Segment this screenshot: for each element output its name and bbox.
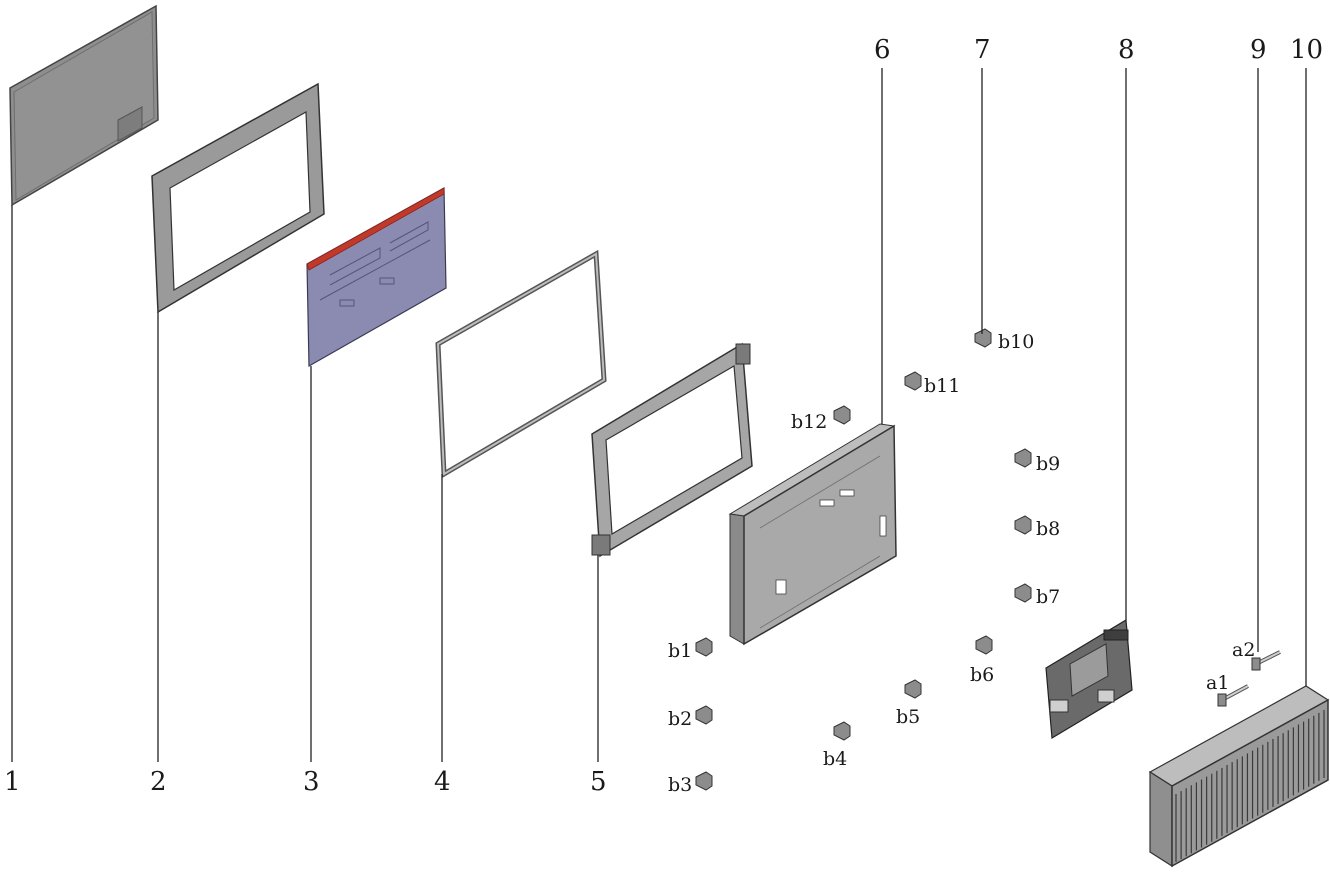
callout-8: 8 [1118,35,1135,65]
label-a1: a1 [1206,672,1229,694]
mainboard [1045,618,1133,740]
standoff-a2 [1251,650,1281,671]
label-b6: b6 [970,664,994,686]
clip-labels: b1 b2 b3 b4 b5 b6 b7 b8 b9 b10 b11 b12 a… [668,331,1255,796]
label-b2: b2 [668,708,692,730]
clip-b12 [833,405,851,425]
callout-9: 9 [1250,35,1267,65]
clip-b6 [975,635,993,655]
part-callouts: 1 2 3 4 5 6 7 8 9 10 [4,35,1323,797]
heatsink-enclosure [1148,685,1330,868]
label-b7: b7 [1036,586,1060,608]
clip-b7 [1014,583,1032,603]
callout-6: 6 [874,35,891,65]
label-a2: a2 [1232,639,1255,661]
front-bezel [151,82,325,314]
clip-b1 [695,637,713,657]
leader-lines [11,68,1307,762]
label-b3: b3 [668,774,692,796]
clip-b3 [695,771,713,791]
callout-2: 2 [150,767,167,797]
label-b4: b4 [823,748,847,770]
clip-b8 [1014,515,1032,535]
standoff-group [1217,650,1281,707]
gasket-ring [435,249,607,479]
clip-group [695,328,1032,791]
clip-b10 [974,328,992,348]
rear-chassis-plate [728,423,897,646]
lcd-module [306,186,447,368]
label-b12: b12 [791,411,827,433]
clip-b2 [695,705,713,725]
clip-b5 [904,679,922,699]
mounting-frame [591,342,753,558]
label-b11: b11 [924,375,960,397]
callout-7: 7 [974,35,991,65]
label-b8: b8 [1036,518,1060,540]
callout-5: 5 [590,767,607,797]
label-b9: b9 [1036,453,1060,475]
clip-b9 [1014,448,1032,468]
clip-b11 [904,371,922,391]
clip-b4 [833,721,851,741]
callout-4: 4 [434,767,451,797]
callout-10: 10 [1290,35,1323,65]
callout-3: 3 [303,767,320,797]
callout-1: 1 [4,767,21,797]
label-b5: b5 [896,706,920,728]
label-b10: b10 [998,331,1034,353]
standoff-a1 [1217,684,1249,707]
touch-glass-panel [9,4,159,207]
label-b1: b1 [668,640,692,662]
